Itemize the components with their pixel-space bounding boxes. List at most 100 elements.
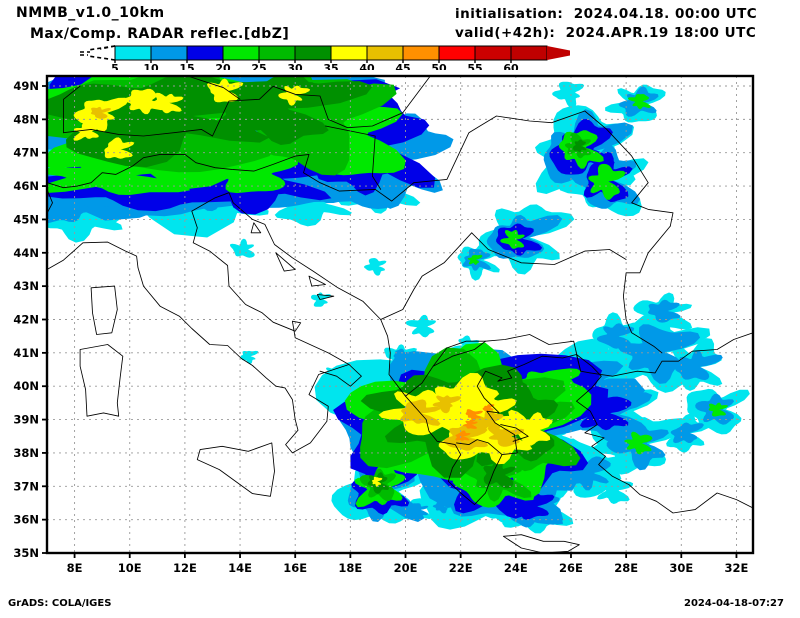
colorbar-low-tail [80,45,116,61]
reflectivity-contour-35dbz [207,78,244,103]
reflectivity-contour-10dbz [647,299,681,323]
coastline-segment [79,344,124,417]
x-axis-label-20E: 20E [394,561,418,575]
reflectivity-contour-20dbz [467,254,483,265]
y-axis-label-47N: 47N [13,146,39,160]
reflectivity-contour-35dbz [104,137,135,159]
reflectivity-contour-30dbz [483,457,516,489]
colorbar-arrow-head [547,46,570,60]
coastline-segment [413,110,674,227]
colorbar-svg: 5 10 15 20 25 30 35 40 45 50 55 60 [80,45,570,70]
reflectivity-contour-10dbz [462,248,492,271]
reflectivity-contour-5dbz [588,477,634,504]
reflectivity-contour-10dbz [393,348,413,363]
x-axis-label-16E: 16E [283,561,307,575]
colorbar-label-35: 35 [323,62,338,70]
reflectivity-contour-15dbz [576,396,632,431]
colorbar-label-15: 15 [179,62,194,70]
reflectivity-contour-45dbz [462,419,478,429]
coastline-segment [308,275,326,287]
y-axis-label-42N: 42N [13,313,39,327]
coastline-segment [63,76,431,137]
colorbar-tick-labels: 5 10 15 20 25 30 35 40 45 50 55 60 [111,60,519,70]
coastline-segment [316,294,335,300]
reflectivity-contour-20dbz [627,94,651,110]
reflectivity-contour-5dbz [405,314,437,338]
reflectivity-contour-20dbz [708,402,728,417]
reflectivity-contour-5dbz [240,350,259,364]
reflectivity-colorbar: 5 10 15 20 25 30 35 40 45 50 55 60 [30,44,570,70]
reflectivity-contour-10dbz [432,500,452,514]
colorbar-label-60: 60 [503,62,519,70]
reflectivity-contour-10dbz [670,422,704,444]
coastline-segment [90,285,118,335]
generation-timestamp: 2024-04-18-07:27 [684,598,784,609]
reflectivity-contour-30dbz [208,76,373,145]
colorbar-label-20: 20 [215,62,231,70]
reflectivity-contour-35dbz [371,476,383,487]
reflectivity-contour-10dbz [408,503,429,517]
colorbar-label-30: 30 [287,62,303,70]
x-axis-label-24E: 24E [504,561,528,575]
colorbar-tail-dashes [80,45,116,61]
coastline-segment [196,442,275,497]
coastline-segment [63,85,81,134]
grads-credit: GrADS: COLA/IGES [8,598,112,609]
y-axis-label-46N: 46N [13,179,39,193]
x-axis-label-8E: 8E [67,561,83,575]
coastline-segment [471,232,627,265]
y-axis-label-36N: 36N [13,513,39,527]
coastline-segment [432,340,486,367]
y-axis-label-45N: 45N [13,212,39,226]
coastline-segment [622,225,671,354]
reflectivity-contour-35dbz [124,88,168,115]
reflectivity-contour-35dbz [508,409,553,446]
reflectivity-contour-10dbz [617,324,701,384]
reflectivity-contour-45dbz [465,409,483,422]
reflectivity-contour-20dbz [624,431,653,455]
colorbar-label-50: 50 [431,62,447,70]
reflectivity-contour-5dbz [230,238,255,258]
coastline-segment [191,192,350,365]
y-axis-label-43N: 43N [13,279,39,293]
x-axis-label-12E: 12E [173,561,197,575]
x-axis-label-26E: 26E [559,561,583,575]
coastline-segment [187,76,241,100]
colorbar-bands [114,45,548,61]
x-axis-label-28E: 28E [614,561,638,575]
y-axis-label-40N: 40N [13,379,39,393]
coastlines [47,76,753,553]
colorbar-label-40: 40 [359,62,375,70]
y-axis-label-49N: 49N [13,79,39,93]
reflectivity-contour-35dbz [73,121,100,141]
x-axis-label-30E: 30E [669,561,693,575]
reflectivity-contour-45dbz [455,430,471,441]
reflectivity-contour-5dbz [323,366,347,381]
y-axis-label-37N: 37N [13,479,39,493]
colorbar-label-5: 5 [111,62,119,70]
colorbar-high-tail [547,46,570,60]
coastline-segment [589,332,753,377]
reflectivity-contour-35dbz [152,92,184,114]
field-title: Max/Comp. RADAR reflec.[dbZ] [30,26,290,42]
coastline-segment [502,534,580,553]
coastline-segment [232,202,503,506]
y-axis-label-48N: 48N [13,112,39,126]
reflectivity-contour-45dbz [482,404,495,412]
x-axis-label-10E: 10E [118,561,142,575]
coastline-segment [325,125,382,190]
reflectivity-contour-30dbz [573,139,587,153]
valid-time: valid(+42h): 2024.APR.19 18:00 UTC [455,25,757,41]
radar-reflectivity-layer [47,76,750,534]
gridlines [47,76,753,553]
y-axis-label-35N: 35N [13,546,39,560]
coastline-segment [47,153,415,202]
coastline-segment [250,222,262,234]
colorbar-label-55: 55 [467,62,482,70]
reflectivity-contour-40dbz [469,407,504,433]
reflectivity-contour-40dbz [432,395,462,414]
x-axis-label-18E: 18E [338,561,362,575]
